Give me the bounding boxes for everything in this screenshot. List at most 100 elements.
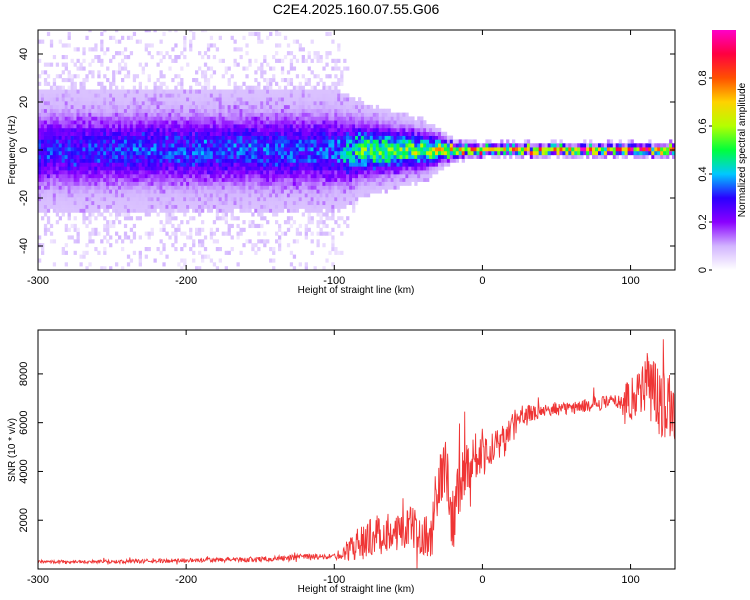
spectrogram-cell xyxy=(73,89,77,94)
spectrogram-cell xyxy=(440,131,445,136)
spectrogram-cell xyxy=(171,47,175,52)
spectrogram-cell xyxy=(230,166,234,171)
spectrogram-cell xyxy=(49,174,54,179)
spectrogram-cell xyxy=(343,193,347,198)
spectrogram-cell xyxy=(106,154,110,159)
spectrogram-cell xyxy=(109,170,113,175)
spectrogram-cell xyxy=(289,108,294,113)
spectrogram-cell xyxy=(38,116,42,121)
spectrogram-cell xyxy=(275,131,279,136)
spectrogram-cell xyxy=(61,250,65,255)
spectrogram-cell xyxy=(82,147,86,152)
spectrogram-cell xyxy=(115,231,119,236)
spectrogram-cell xyxy=(523,151,528,156)
spectrogram-cell xyxy=(94,89,98,94)
spectrogram-cell xyxy=(88,124,92,129)
spectrogram-cell xyxy=(212,139,217,144)
spectrogram-cell xyxy=(328,143,332,148)
spectrogram-cell xyxy=(322,101,326,106)
spectrogram-cell xyxy=(162,227,166,232)
spectrogram-cell xyxy=(257,112,261,117)
spectrogram-cell xyxy=(212,158,217,163)
spectrogram-cell xyxy=(266,89,270,94)
spectrogram-cell xyxy=(61,197,65,202)
spectrogram-cell xyxy=(272,170,276,175)
spectrogram-cell xyxy=(138,39,142,44)
spectrogram-cell xyxy=(192,193,196,198)
spectrogram-cell xyxy=(295,39,300,44)
spectrogram-cell xyxy=(257,223,261,229)
spectrogram-cell xyxy=(109,158,113,163)
spectrogram-cell xyxy=(203,131,208,136)
spectrogram-cell xyxy=(269,112,273,117)
spectrogram-cell xyxy=(387,116,391,121)
spectrogram-cell xyxy=(292,158,297,163)
spectrogram-cell xyxy=(41,197,45,202)
spectrogram-cell xyxy=(393,147,397,152)
spectrogram-cell xyxy=(337,223,341,229)
spectrogram-cell xyxy=(278,174,282,179)
spectrogram-cell xyxy=(165,189,169,194)
spectrogram-cell xyxy=(503,151,507,156)
spectrogram-cell xyxy=(283,93,288,98)
spectrogram-cell xyxy=(55,170,60,175)
spectrogram-cell xyxy=(263,124,267,129)
spectrogram-cell xyxy=(278,239,282,244)
spectrogram-cell xyxy=(55,193,60,198)
spectrogram-cell xyxy=(209,197,214,202)
spectrogram-cell xyxy=(103,235,107,240)
spectrogram-cell xyxy=(313,139,317,144)
spectrogram-cell xyxy=(115,70,119,75)
spectrogram-cell xyxy=(263,127,267,133)
spectrogram-cell xyxy=(103,131,107,136)
spectrogram-cell xyxy=(414,181,418,186)
spectrogram-cell xyxy=(147,78,151,83)
spectrogram-cell xyxy=(41,89,45,94)
spectrogram-cell xyxy=(97,116,101,121)
spectrogram-cell xyxy=(115,208,119,213)
spectrogram-cell xyxy=(384,185,388,190)
spectrogram-cell xyxy=(440,158,445,163)
spectrogram-cell xyxy=(212,104,217,110)
spectrogram-cell xyxy=(186,112,190,117)
spectrogram-cell xyxy=(248,127,252,133)
spectrogram-cell xyxy=(337,93,341,98)
spectrogram-cell xyxy=(82,170,86,175)
spectrogram-cell xyxy=(94,189,98,194)
spectrogram-cell xyxy=(156,93,160,98)
spectrogram-cell xyxy=(94,43,98,48)
spectrogram-cell xyxy=(156,162,160,167)
spectrogram-cell xyxy=(322,104,326,110)
spectrogram-cell xyxy=(150,135,154,140)
spectrogram-cell xyxy=(162,89,166,94)
spectrogram-cell xyxy=(88,177,92,182)
spectrogram-cell xyxy=(254,104,258,110)
spectrogram-cell xyxy=(100,112,104,117)
spectrogram-cell xyxy=(49,151,54,156)
spectrogram-cell xyxy=(129,147,134,152)
spectrogram-cell xyxy=(307,108,311,113)
spectrogram-cell xyxy=(369,154,374,159)
spectrogram-cell xyxy=(85,97,89,102)
spectrogram-cell xyxy=(58,154,62,159)
spectrogram-cell xyxy=(286,124,291,129)
spectrogram-cell xyxy=(106,158,110,163)
spectrogram-cell xyxy=(337,197,341,202)
spectrogram-cell xyxy=(138,250,142,255)
spectrogram-cell xyxy=(239,55,243,60)
spectrogram-cell xyxy=(310,131,314,136)
spectrogram-cell xyxy=(331,97,335,102)
spectrogram-cell xyxy=(443,131,448,136)
spectrogram-cell xyxy=(331,174,335,179)
spectrogram-cell xyxy=(147,158,151,163)
spectrogram-cell xyxy=(269,127,273,133)
spectrogram-cell xyxy=(254,208,258,213)
spectrogram-cell xyxy=(73,131,77,136)
spectrogram-cell xyxy=(245,116,249,121)
spectrogram-cell xyxy=(334,189,338,194)
spectrogram-cell xyxy=(168,116,172,121)
spectrogram-cell xyxy=(396,158,400,163)
spectrogram-cell xyxy=(41,166,45,171)
spectrogram-cell xyxy=(218,116,222,121)
spectrogram-cell xyxy=(41,177,45,182)
